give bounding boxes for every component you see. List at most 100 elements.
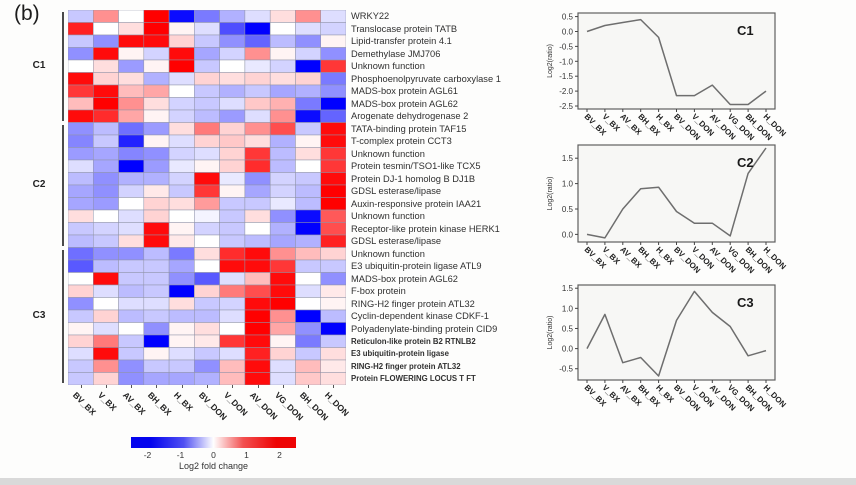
heatmap-cell: [68, 209, 94, 223]
heatmap-cell: [194, 259, 220, 273]
heatmap-cell: [295, 309, 321, 323]
heatmap-cell: [118, 72, 145, 86]
row-label: Translocase protein TATB: [351, 23, 458, 34]
heatmap-cell: [269, 222, 296, 236]
heatmap-cell: [320, 372, 346, 385]
heatmap-cell: [168, 222, 195, 236]
heatmap-cell: [219, 147, 246, 161]
y-tick-label: -2.0: [559, 87, 573, 96]
heatmap-cell: [93, 209, 119, 223]
heatmap-cell: [143, 322, 170, 336]
bottom-border-strip: [0, 478, 856, 485]
heatmap-cell: [194, 322, 220, 336]
heatmap-cell: [194, 59, 220, 73]
cluster-chart-label: C3: [737, 295, 754, 310]
column-tick: [207, 385, 208, 388]
row-label: Protein DJ-1 homolog B DJ1B: [351, 173, 476, 184]
heatmap-cell: [93, 309, 119, 323]
heatmap-cell: [219, 22, 246, 36]
heatmap-cell: [143, 109, 170, 123]
cluster-chart-label: C2: [737, 155, 754, 170]
row-label: Unknown function: [351, 61, 425, 72]
heatmap-cell: [295, 359, 321, 373]
heatmap-cell: [269, 322, 296, 336]
heatmap-cell: [168, 297, 195, 311]
heatmap-cell: [118, 59, 145, 73]
colorbar-gradient: [131, 437, 296, 448]
heatmap-cell: [295, 34, 321, 48]
row-label: Unknown function: [351, 248, 425, 259]
row-label: Demethylase JMJ706: [351, 48, 441, 59]
colorbar-tick-label: -1: [176, 450, 185, 460]
heatmap-cell: [295, 109, 321, 123]
heatmap-cell: [244, 134, 271, 148]
heatmap-cell: [244, 184, 271, 198]
heatmap-cell: [269, 172, 296, 186]
row-label: Arogenate dehydrogenase 2: [351, 111, 469, 122]
heatmap-cell: [269, 72, 296, 86]
heatmap-cell: [244, 59, 271, 73]
panel-label: (b): [14, 2, 40, 25]
column-label: BH_BX: [146, 390, 174, 418]
heatmap-cell: [269, 109, 296, 123]
heatmap-cell: [68, 297, 94, 311]
y-tick-label: -2.5: [559, 102, 573, 111]
column-tick: [131, 385, 133, 388]
heatmap-cell: [269, 47, 296, 61]
heatmap-cell: [93, 322, 119, 336]
heatmap-cell: [269, 59, 296, 73]
heatmap-cell: [143, 209, 170, 223]
y-tick-label: -1.0: [559, 57, 573, 66]
heatmap-cell: [93, 372, 119, 385]
heatmap-cell: [68, 197, 94, 211]
heatmap-cell: [219, 297, 246, 311]
heatmap-cell: [219, 322, 246, 336]
heatmap-cell: [244, 122, 271, 136]
heatmap-cell: [143, 284, 170, 298]
y-axis-label: Log2(ratio): [547, 44, 554, 78]
heatmap-cell: [320, 259, 346, 273]
plot-frame: [577, 12, 776, 110]
heatmap-cell: [93, 234, 119, 248]
heatmap-cell: [295, 59, 321, 73]
heatmap-cell: [295, 47, 321, 61]
heatmap-cell: [219, 309, 246, 323]
heatmap-cell: [68, 347, 94, 361]
heatmap-cell: [194, 247, 220, 261]
heatmap-cell: [320, 109, 346, 123]
colorbar-tick-label: 1: [244, 450, 249, 460]
heatmap-cell: [118, 84, 145, 98]
y-tick-label: 1.5: [562, 154, 574, 163]
heatmap-cell: [68, 147, 94, 161]
heatmap-cell: [244, 359, 271, 373]
heatmap-cell: [295, 272, 321, 286]
heatmap-cell: [68, 184, 94, 198]
heatmap-cell: [194, 234, 220, 248]
heatmap-cell: [269, 259, 296, 273]
heatmap-cell: [194, 122, 220, 136]
heatmap-cell: [295, 159, 321, 173]
y-tick-label: 1.5: [562, 284, 574, 293]
heatmap-cell: [168, 159, 195, 173]
heatmap-cell: [68, 122, 94, 136]
y-axis-label: Log2(ratio): [547, 177, 554, 211]
row-label: MADS-box protein AGL61: [351, 86, 458, 97]
heatmap-cell: [295, 197, 321, 211]
heatmap-cell: [194, 97, 220, 111]
heatmap-cell: [244, 309, 271, 323]
heatmap-cell: [295, 172, 321, 186]
cluster-label-c3: C3: [32, 310, 46, 322]
heatmap-cell: [194, 297, 220, 311]
heatmap-cell: [219, 172, 246, 186]
heatmap-cell: [118, 334, 145, 348]
heatmap-cell: [320, 359, 346, 373]
heatmap-cell: [320, 272, 346, 286]
heatmap-cell: [194, 359, 220, 373]
heatmap-cell: [143, 72, 170, 86]
heatmap-cell: [118, 109, 145, 123]
heatmap-cell: [269, 22, 296, 36]
heatmap-cell: [295, 97, 321, 111]
y-axis-label: Log2(ratio): [547, 316, 554, 350]
heatmap-cell: [244, 197, 271, 211]
